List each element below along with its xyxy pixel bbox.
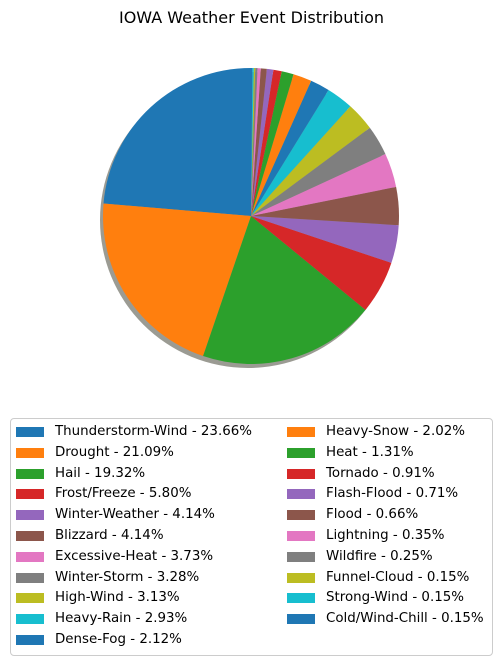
legend-label: High-Wind - 3.13% xyxy=(55,590,180,606)
pie-slice-11 xyxy=(251,80,329,217)
legend-label: Drought - 21.09% xyxy=(55,444,174,460)
legend-swatch xyxy=(287,489,315,500)
pie-slice-6 xyxy=(251,186,399,226)
legend-label: Winter-Storm - 3.28% xyxy=(55,569,200,585)
legend-swatch xyxy=(287,593,315,604)
legend-label: Heat - 1.31% xyxy=(326,444,414,460)
legend-label: Winter-Weather - 4.14% xyxy=(55,507,215,523)
pie-slice-3 xyxy=(203,216,366,365)
legend-label: Heavy-Snow - 2.02% xyxy=(326,424,465,439)
legend-swatch xyxy=(16,614,44,625)
pie-slice-17 xyxy=(251,68,261,216)
pie-slice-18 xyxy=(251,68,258,216)
pie-slice-10 xyxy=(251,89,351,216)
legend-swatch xyxy=(287,468,315,479)
legend-label: Blizzard - 4.14% xyxy=(55,527,164,543)
pie-slice-7 xyxy=(251,154,397,216)
chart-title: IOWA Weather Event Distribution xyxy=(118,8,384,27)
legend-swatch xyxy=(16,634,44,645)
pie-slice-15 xyxy=(251,68,274,216)
pie-slice-1 xyxy=(103,68,252,216)
pie-slice-8 xyxy=(251,127,386,216)
legend-swatch xyxy=(16,447,44,458)
legend-swatch xyxy=(16,551,44,562)
legend-swatch xyxy=(16,427,44,437)
legend-label: Dense-Fog - 2.12% xyxy=(55,631,182,647)
legend-label: Funnel-Cloud - 0.15% xyxy=(326,569,470,585)
legend-label: Strong-Wind - 0.15% xyxy=(326,590,464,606)
pie-slice-2 xyxy=(102,203,252,357)
legend-swatch xyxy=(16,510,44,521)
legend-label: Wildfire - 0.25% xyxy=(326,548,433,564)
legend-swatch xyxy=(16,530,44,541)
legend-label: Flood - 0.66% xyxy=(326,507,419,523)
pie-slice-21 xyxy=(251,68,253,216)
legend-label: Tornado - 0.91% xyxy=(326,465,435,481)
pie-slice-16 xyxy=(251,68,267,216)
legend-label: Heavy-Rain - 2.93% xyxy=(55,611,188,627)
legend-swatch xyxy=(287,572,315,583)
pie-slices xyxy=(102,68,399,365)
pie-slice-5 xyxy=(251,216,399,263)
legend-swatch xyxy=(16,489,44,500)
pie-slice-20 xyxy=(251,68,254,216)
legend-label: Thunderstorm-Wind - 23.66% xyxy=(55,424,252,439)
legend-swatch xyxy=(287,614,315,625)
legend: Thunderstorm-Wind - 23.66% Drought - 21.0… xyxy=(10,418,493,656)
pie-slice-12 xyxy=(251,74,312,216)
legend-swatch xyxy=(287,510,315,521)
legend-swatch xyxy=(287,427,315,437)
legend-label: Hail - 19.32% xyxy=(55,465,146,481)
legend-label: Excessive-Heat - 3.73% xyxy=(55,548,214,564)
legend-label: Cold/Wind-Chill - 0.15% xyxy=(326,611,484,627)
legend-label: Frost/Freeze - 5.80% xyxy=(55,486,192,502)
pie-slice-14 xyxy=(251,69,282,217)
legend-swatch xyxy=(16,593,44,604)
pie-slice-19 xyxy=(251,68,256,216)
pie-slice-4 xyxy=(251,216,392,310)
legend-label: Lightning - 0.35% xyxy=(326,527,445,543)
legend-swatch xyxy=(287,447,315,458)
legend-swatch xyxy=(16,468,44,479)
legend-swatch xyxy=(287,530,315,541)
pie-slice-13 xyxy=(251,71,294,216)
legend-swatch xyxy=(287,551,315,562)
legend-label: Flash-Flood - 0.71% xyxy=(326,486,459,502)
legend-swatch xyxy=(16,572,44,583)
pie-chart xyxy=(100,68,399,368)
pie-slice-9 xyxy=(251,106,370,216)
